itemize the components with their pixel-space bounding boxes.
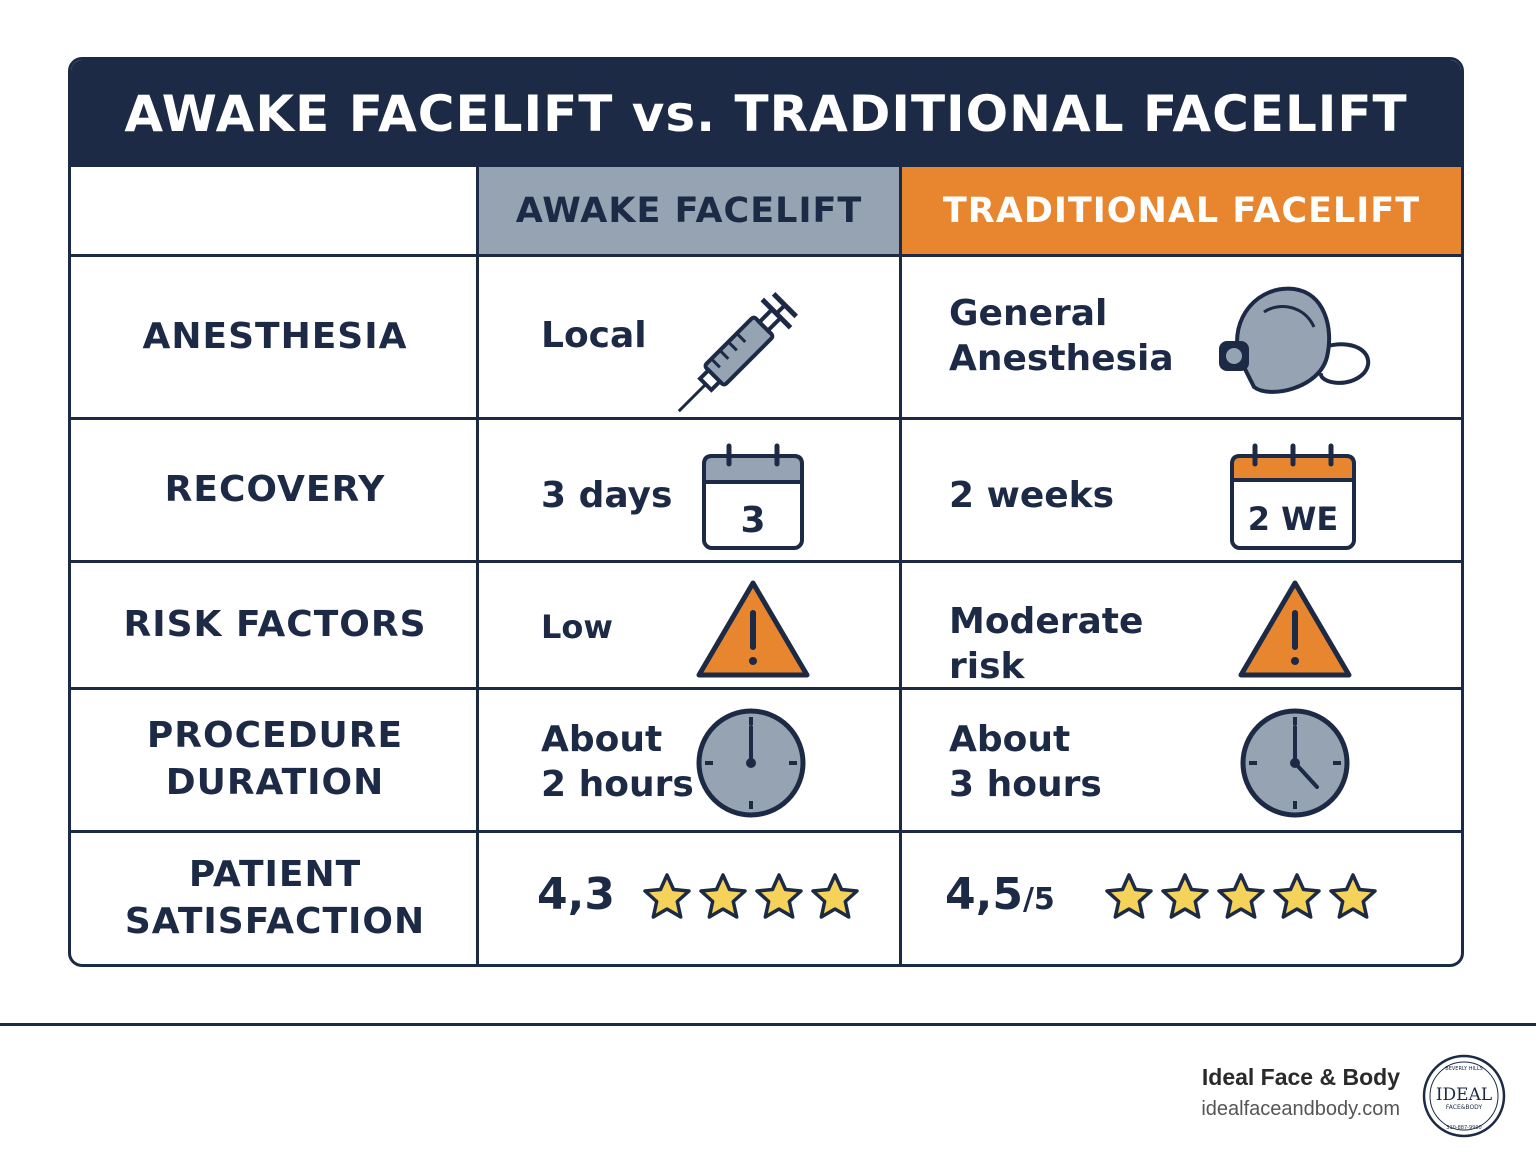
clock-icon — [1240, 708, 1350, 818]
row-label-anesthesia: ANESTHESIA — [71, 257, 479, 417]
row-label-text: SATISFACTION — [124, 900, 426, 942]
brand-logo: BEVERLY HILLS IDEAL FACE&BODY 310-887-99… — [1422, 1054, 1506, 1138]
calendar-icon: 2 WE — [1230, 443, 1356, 550]
rating-stars-awake — [641, 872, 861, 922]
row-label-duration: PROCEDURE DURATION — [71, 690, 479, 830]
value-line: About — [541, 719, 663, 760]
column-header-awake: AWAKE FACELIFT — [479, 167, 899, 254]
value-line: 3 hours — [949, 764, 1102, 805]
logo-text: IDEAL — [1436, 1085, 1492, 1105]
anesthesia-awake-value: Local — [541, 315, 647, 356]
recovery-traditional-value: 2 weeks — [949, 475, 1115, 516]
recovery-awake-value: 3 days — [541, 475, 673, 516]
brand-url[interactable]: idealfaceandbody.com — [1201, 1098, 1400, 1120]
brand-name: Ideal Face & Body — [1201, 1064, 1400, 1090]
value-line: About — [949, 719, 1071, 760]
row-label-text: RECOVERY — [164, 468, 386, 510]
risk-traditional-value: Moderate risk — [949, 599, 1143, 689]
star-icon — [1273, 873, 1321, 919]
row-label-risk: RISK FACTORS — [71, 563, 479, 687]
footer-divider — [0, 1023, 1536, 1026]
divider — [899, 167, 902, 964]
warning-icon — [696, 580, 810, 678]
comparison-table: AWAKE FACELIFT TRADITIONAL FACELIFT ANES… — [71, 167, 1461, 964]
star-icon — [1217, 873, 1265, 919]
rating-stars-traditional — [1103, 872, 1379, 922]
star-icon — [811, 873, 859, 919]
star-icon — [643, 873, 691, 919]
anesthesia-mask-icon — [1219, 286, 1371, 394]
divider — [71, 417, 1461, 420]
star-icon — [1161, 873, 1209, 919]
comparison-card: AWAKE FACELIFT vs. TRADITIONAL FACELIFT … — [68, 57, 1464, 967]
satisfaction-awake-value: 4,3 — [537, 869, 615, 920]
row-label-text: DURATION — [165, 762, 385, 803]
logo-subtext: FACE&BODY — [1446, 1104, 1483, 1111]
calendar-icon: 3 — [702, 443, 804, 550]
column-header-traditional: TRADITIONAL FACELIFT — [902, 167, 1461, 254]
logo-top-text: BEVERLY HILLS — [1445, 1066, 1482, 1072]
column-header-awake-label: AWAKE FACELIFT — [515, 190, 863, 231]
calendar-number: 3 — [740, 500, 765, 541]
star-icon — [1105, 873, 1153, 919]
duration-awake-value: About 2 hours — [541, 717, 694, 807]
duration-traditional-value: About 3 hours — [949, 717, 1102, 807]
risk-awake-value: Low — [541, 608, 613, 646]
row-label-satisfaction: PATIENT SATISFACTION — [71, 833, 479, 964]
warning-icon — [1238, 580, 1352, 678]
row-label-recovery: RECOVERY — [71, 420, 479, 560]
row-label-text: ANESTHESIA — [142, 315, 408, 357]
title-bar: AWAKE FACELIFT vs. TRADITIONAL FACELIFT — [71, 60, 1461, 167]
divider — [476, 167, 479, 964]
value-line: Anesthesia — [949, 338, 1174, 379]
rating-value: 4,5 — [945, 869, 1023, 920]
anesthesia-traditional-value: General Anesthesia — [949, 291, 1174, 381]
clock-icon — [696, 708, 806, 818]
divider — [71, 687, 1461, 690]
divider — [71, 830, 1461, 833]
value-line: General — [949, 293, 1108, 334]
star-icon — [1329, 873, 1377, 919]
column-header-traditional-label: TRADITIONAL FACELIFT — [942, 190, 1421, 231]
rating-suffix: /5 — [1022, 882, 1055, 917]
row-label-text: RISK FACTORS — [123, 603, 427, 645]
divider — [71, 560, 1461, 563]
value-line: risk — [949, 646, 1025, 687]
value-line: Moderate — [949, 601, 1144, 642]
divider — [71, 254, 1461, 257]
row-label-text: PROCEDURE — [146, 715, 404, 757]
star-icon — [755, 873, 803, 919]
calendar-number: 2 WE — [1248, 500, 1339, 538]
row-label-text: PATIENT — [188, 853, 362, 895]
satisfaction-traditional-value: 4,5/5 — [945, 867, 1055, 922]
syringe-icon — [677, 292, 798, 413]
logo-bottom-text: 310-887-9990 — [1446, 1125, 1481, 1131]
value-line: 2 hours — [541, 764, 694, 805]
star-icon — [699, 873, 747, 919]
page-title: AWAKE FACELIFT vs. TRADITIONAL FACELIFT — [124, 84, 1408, 143]
